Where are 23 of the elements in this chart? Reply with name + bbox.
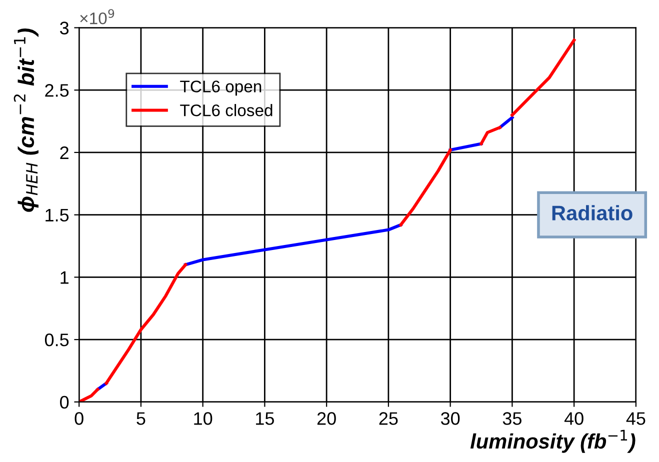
y-axis-title: ϕ$_{HEH}$ (cm$^{−2}$ bit$^{−1}$): [14, 28, 38, 212]
y-tick-label: 0: [60, 396, 69, 409]
legend-label: TCL6 open: [180, 80, 262, 96]
annotation: Radiatio: [552, 205, 632, 220]
x-tick-label: 15: [256, 412, 274, 425]
x-tick-label: 20: [317, 412, 336, 425]
y-tick-label: 2.5: [45, 84, 69, 97]
x-tick-label: 35: [502, 412, 522, 425]
x-tick-label: 40: [564, 412, 584, 425]
y-tick-label: 1: [60, 271, 68, 284]
x-tick-label: 30: [440, 412, 460, 425]
text: ×10$^{9}$: [80, 9, 114, 24]
y-tick-label: 2: [60, 146, 68, 159]
x-axis-title: luminosity (fb$^{−1}$): [470, 430, 636, 453]
x-tick-label: 5: [136, 412, 146, 425]
x-tick-label: 0: [74, 412, 84, 425]
x-tick-label: 45: [626, 412, 646, 425]
x-tick-label: 10: [194, 412, 212, 425]
y-tick-label: 1.5: [46, 208, 69, 222]
x-tick-label: 25: [379, 412, 398, 425]
y-tick-label: 0.5: [44, 334, 69, 346]
y-tick-label: 3: [60, 22, 69, 34]
legend-label: TCL6 closed: [180, 104, 272, 116]
